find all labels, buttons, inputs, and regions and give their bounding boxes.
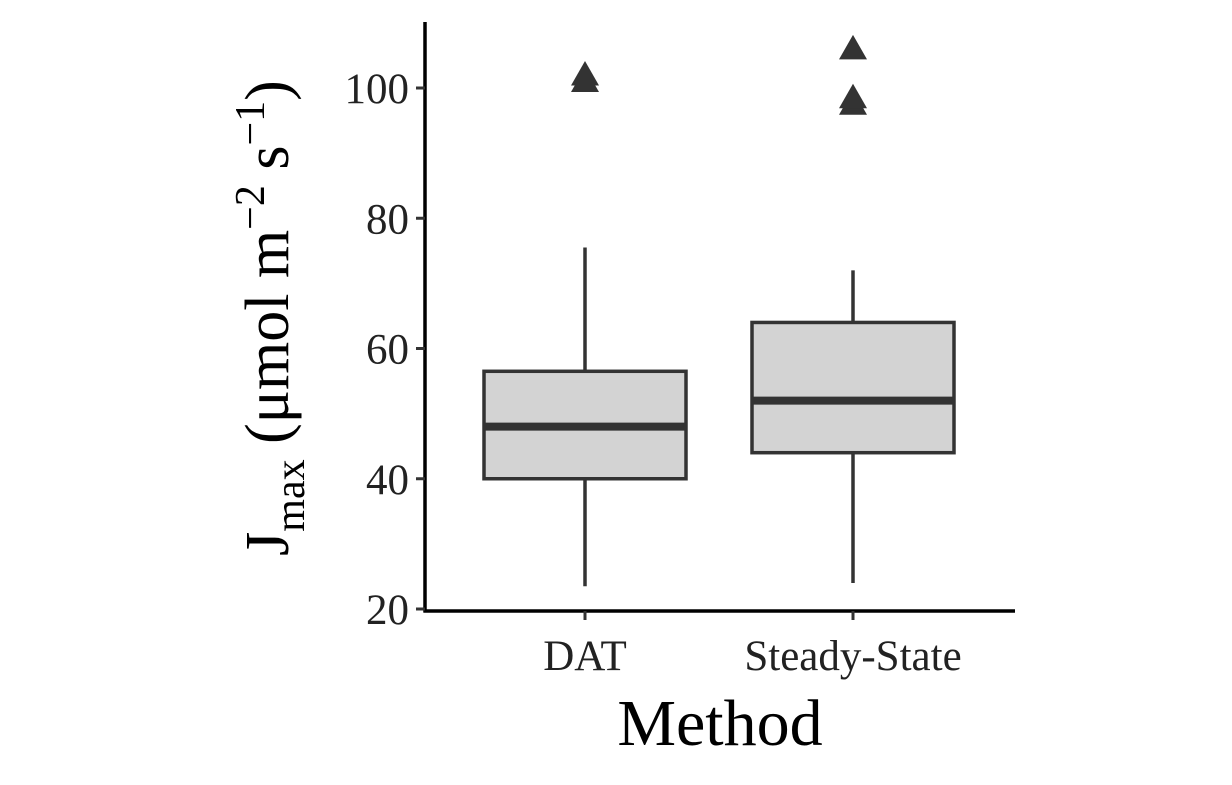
x-tick-label: DAT — [543, 633, 627, 680]
box-dat — [482, 60, 688, 587]
y-tick-label: 20 — [366, 587, 409, 634]
axes: 20 40 60 80 100 DAT Steady-State — [345, 22, 1015, 680]
y-axis-title-subscript: max — [268, 459, 314, 531]
y-axis-title: Jmax (μmol m−2 s−1) — [228, 80, 314, 556]
y-tick-label: 100 — [345, 66, 410, 113]
y-axis-title-unit-open: (μmol m — [234, 230, 302, 460]
box-steady-state — [750, 34, 956, 583]
y-axis-title-base: J — [234, 532, 302, 556]
outlier-point — [839, 83, 867, 109]
outlier-point — [839, 34, 867, 60]
y-axis-title-exponent-2: −1 — [228, 101, 274, 146]
plot-area — [482, 34, 956, 587]
y-axis-title-exponent-1: −2 — [228, 185, 274, 230]
outlier-point — [571, 60, 599, 86]
y-axis-title-unit-mid: s — [234, 145, 302, 185]
y-axis-title-unit-close: ) — [234, 80, 302, 101]
y-tick-label: 40 — [366, 457, 409, 504]
box-iqr — [750, 320, 956, 455]
x-tick-label: Steady-State — [744, 633, 961, 680]
x-axis-title: Method — [617, 687, 822, 760]
y-tick-label: 80 — [366, 196, 409, 243]
y-tick-label: 60 — [366, 327, 409, 374]
